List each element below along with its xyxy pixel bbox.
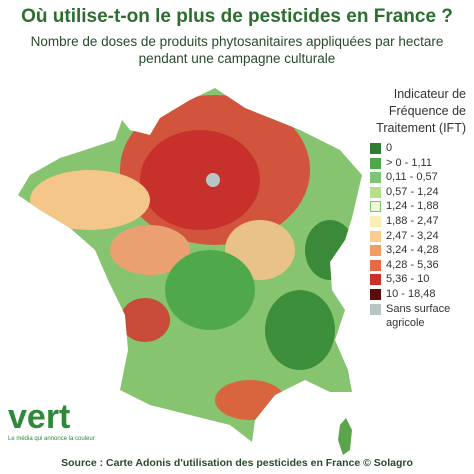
legend-swatch bbox=[370, 288, 381, 300]
legend-item: 1,88 - 2,47 bbox=[370, 214, 466, 229]
legend-item: 1,24 - 1,88 bbox=[370, 199, 466, 214]
legend-items: 0 > 0 - 1,11 0,11 - 0,57 0,57 - 1,24 1,24 - … bbox=[370, 141, 466, 331]
subtitle: Nombre de doses de produits phytosanitai… bbox=[30, 34, 444, 66]
legend-label: 0 bbox=[386, 142, 393, 154]
legend-swatch bbox=[370, 274, 381, 286]
legend-swatch bbox=[370, 172, 381, 184]
legend-label: 1,88 - 2,47 bbox=[386, 214, 439, 227]
logo: vert bbox=[8, 398, 71, 436]
corsica bbox=[338, 418, 352, 455]
legend-label: 2,47 - 3,24 bbox=[386, 229, 439, 242]
legend-item: 0,57 - 1,24 bbox=[370, 185, 466, 200]
source: Source : Carte Adonis d'utilisation des … bbox=[61, 457, 413, 469]
legend-item: 3,24 - 4,28 bbox=[370, 243, 466, 258]
legend-item: 0,11 - 0,57 bbox=[370, 170, 466, 185]
legend-label: 0,11 - 0,57 bbox=[386, 171, 438, 184]
legend-swatch bbox=[370, 201, 381, 213]
legend-swatch bbox=[370, 157, 381, 169]
title: Où utilise-t-on le plus de pesticides en… bbox=[21, 6, 453, 27]
legend-title: Indicateur de Fréquence de Traitement (I… bbox=[376, 87, 466, 135]
legend-swatch bbox=[370, 230, 381, 242]
legend-label: 4,28 - 5,36 bbox=[386, 258, 439, 271]
legend-swatch bbox=[370, 303, 381, 315]
legend-swatch bbox=[370, 186, 381, 198]
legend-item: 0 bbox=[370, 141, 466, 156]
legend-swatch bbox=[370, 259, 381, 271]
france-map bbox=[18, 88, 362, 455]
legend-label: 3,24 - 4,28 bbox=[386, 244, 439, 257]
legend-item: 2,47 - 3,24 bbox=[370, 229, 466, 244]
legend-item: Sans surface agricole bbox=[370, 302, 466, 331]
legend-label: 1,24 - 1,88 bbox=[386, 200, 439, 213]
legend-label: 5,36 - 10 bbox=[386, 273, 430, 286]
legend-swatch bbox=[370, 245, 381, 257]
legend-swatch bbox=[370, 143, 381, 154]
legend: Indicateur de Fréquence de Traitement (I… bbox=[370, 86, 466, 331]
legend-label: 10 - 18,48 bbox=[386, 287, 436, 300]
legend-label: > 0 - 1,11 bbox=[386, 156, 432, 169]
tagline: Le média qui annonce la couleur bbox=[8, 436, 95, 442]
legend-label: Sans surface agricole bbox=[386, 302, 451, 330]
legend-item: 5,36 - 10 bbox=[370, 272, 466, 287]
legend-label: 0,57 - 1,24 bbox=[386, 185, 439, 198]
legend-item: 4,28 - 5,36 bbox=[370, 258, 466, 273]
legend-swatch bbox=[370, 215, 381, 227]
legend-item: > 0 - 1,11 bbox=[370, 156, 466, 171]
map-fill bbox=[18, 88, 362, 442]
legend-item: 10 - 18,48 bbox=[370, 287, 466, 302]
